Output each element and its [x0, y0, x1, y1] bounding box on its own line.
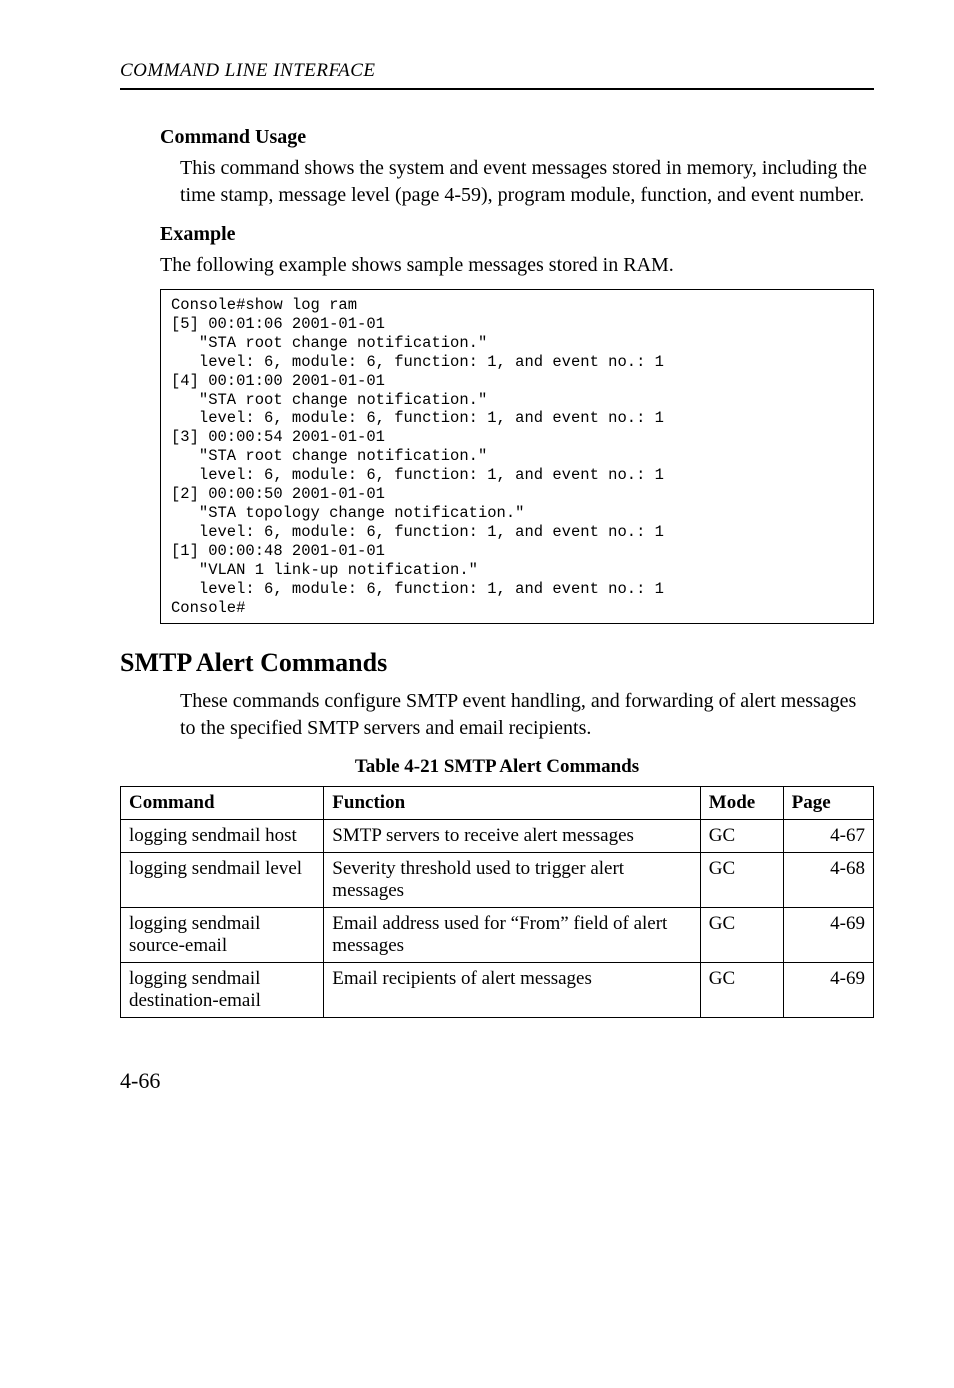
table-caption: Table 4-21 SMTP Alert Commands — [120, 756, 874, 778]
smtp-commands-heading: SMTP Alert Commands — [120, 648, 874, 678]
col-function: Function — [324, 787, 701, 820]
cell-function: Email address used for “From” field of a… — [324, 908, 701, 963]
page-container: COMMAND LINE INTERFACE Command Usage Thi… — [0, 0, 954, 1134]
running-head: COMMAND LINE INTERFACE — [120, 60, 874, 82]
smtp-commands-table: Command Function Mode Page logging sendm… — [120, 786, 874, 1018]
smtp-commands-body: These commands configure SMTP event hand… — [180, 688, 874, 742]
table-row: logging sendmail level Severity threshol… — [121, 853, 874, 908]
cell-page: 4-69 — [783, 963, 873, 1018]
code-sample: Console#show log ram [5] 00:01:06 2001-0… — [160, 289, 874, 624]
example-heading: Example — [160, 223, 874, 246]
cell-command: logging sendmail level — [121, 853, 324, 908]
cell-mode: GC — [700, 853, 783, 908]
col-page: Page — [783, 787, 873, 820]
page-number: 4-66 — [120, 1068, 874, 1094]
col-mode: Mode — [700, 787, 783, 820]
cell-function: Email recipients of alert messages — [324, 963, 701, 1018]
table-row: logging sendmail host SMTP servers to re… — [121, 820, 874, 853]
command-usage-body: This command shows the system and event … — [180, 155, 874, 209]
cell-command: logging sendmail destination-email — [121, 963, 324, 1018]
cell-mode: GC — [700, 963, 783, 1018]
example-body: The following example shows sample messa… — [160, 252, 874, 279]
cell-mode: GC — [700, 908, 783, 963]
rule — [120, 88, 874, 90]
table-header-row: Command Function Mode Page — [121, 787, 874, 820]
command-usage-heading: Command Usage — [160, 126, 874, 149]
cell-page: 4-67 — [783, 820, 873, 853]
cell-page: 4-68 — [783, 853, 873, 908]
cell-command: logging sendmail source-email — [121, 908, 324, 963]
col-command: Command — [121, 787, 324, 820]
cell-page: 4-69 — [783, 908, 873, 963]
cell-mode: GC — [700, 820, 783, 853]
cell-command: logging sendmail host — [121, 820, 324, 853]
cell-function: SMTP servers to receive alert messages — [324, 820, 701, 853]
table-row: logging sendmail source-email Email addr… — [121, 908, 874, 963]
cell-function: Severity threshold used to trigger alert… — [324, 853, 701, 908]
table-row: logging sendmail destination-email Email… — [121, 963, 874, 1018]
